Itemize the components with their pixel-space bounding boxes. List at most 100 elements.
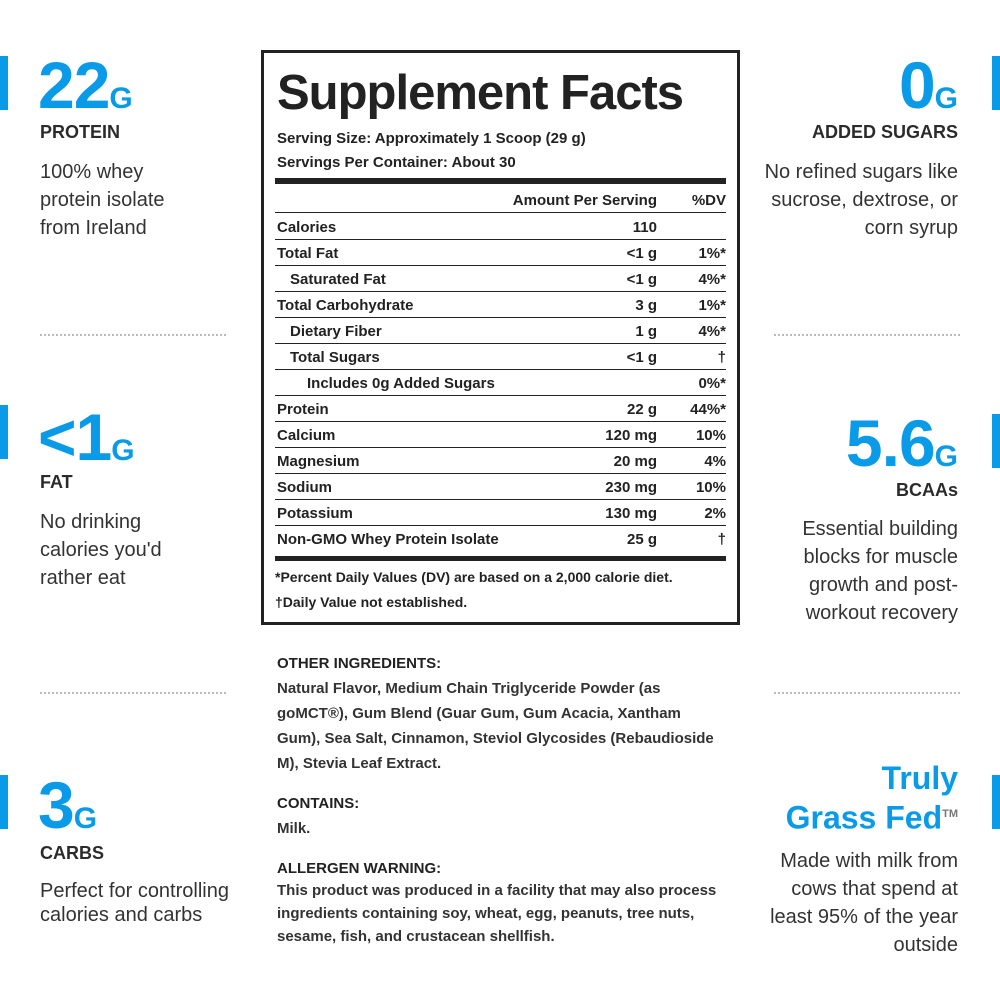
nutrient-amount: 120 mg [605, 427, 657, 444]
column-header: %DV [691, 192, 726, 209]
nutrient-name: Total Carbohydrate [277, 297, 414, 314]
stat-value: 3G [38, 772, 97, 852]
stat-unit: G [934, 82, 958, 115]
facts-row: Non-GMO Whey Protein Isolate 25 g † [275, 526, 726, 551]
accent-bar [992, 414, 1000, 468]
nutrient-dv: 2% [704, 505, 726, 522]
accent-bar [0, 405, 8, 459]
nutrient-name: Non-GMO Whey Protein Isolate [277, 531, 499, 548]
stat-title-text: Grass Fed [785, 799, 943, 836]
nutrient-name: Includes 0g Added Sugars [307, 375, 495, 392]
nutrient-amount: 130 mg [605, 505, 657, 522]
accent-bar [0, 56, 8, 110]
section-text: Milk. [277, 820, 311, 837]
nutrient-dv: † [717, 531, 726, 548]
stat-number: 5.6 [845, 406, 936, 480]
nutrient-amount: 1 g [635, 323, 657, 340]
nutrient-name: Total Fat [277, 245, 339, 262]
facts-row: Total Carbohydrate 3 g 1%* [275, 292, 726, 318]
facts-row: Sodium 230 mg 10% [275, 474, 726, 500]
divider [40, 692, 226, 694]
nutrient-amount: 25 g [626, 531, 657, 548]
nutrient-dv: 4%* [698, 271, 726, 288]
stat-label: CARBS [40, 843, 105, 863]
nutrient-amount: 22 g [626, 401, 657, 418]
accent-bar [992, 775, 1000, 829]
nutrient-amount: <1 g [626, 245, 657, 262]
section-heading: ALLERGEN WARNING: [277, 860, 442, 877]
nutrient-name: Potassium [277, 505, 353, 522]
nutrient-dv: † [717, 349, 726, 366]
stat-label: BCAAs [895, 480, 958, 500]
stat-title: Truly Grass FedTM [786, 760, 958, 836]
stat-unit: G [109, 82, 133, 115]
stat-description: Made with milk from cows that spend at l… [770, 850, 958, 956]
accent-bar [0, 775, 8, 829]
servings-per-container: Servings Per Container: About 30 [277, 154, 516, 171]
facts-row: Includes 0g Added Sugars 0%* [275, 370, 726, 396]
section-heading: CONTAINS: [277, 795, 360, 812]
stat-title-line: Grass FedTM [786, 796, 958, 836]
nutrient-dv: 10% [695, 479, 726, 496]
trademark: TM [942, 808, 958, 820]
column-header: Amount Per Serving [512, 192, 657, 209]
nutrient-dv: 4% [704, 453, 726, 470]
section-heading: OTHER INGREDIENTS: [277, 655, 442, 672]
nutrient-name: Total Sugars [290, 349, 380, 366]
nutrient-amount: <1 g [626, 271, 657, 288]
nutrient-dv: 44%* [690, 401, 726, 418]
stat-number: 0 [898, 48, 936, 122]
divider [774, 334, 960, 336]
facts-row: Magnesium 20 mg 4% [275, 448, 726, 474]
nutrient-amount: 20 mg [613, 453, 657, 470]
nutrient-name: Sodium [277, 479, 332, 496]
divider [774, 692, 960, 694]
facts-row: Protein 22 g 44%* [275, 396, 726, 422]
stat-unit: G [73, 802, 98, 835]
header-row: Amount Per Serving %DV [275, 187, 726, 213]
facts-row: Saturated Fat <1 g 4%* [275, 266, 726, 292]
nutrient-amount: <1 g [626, 349, 657, 366]
facts-title: Supplement Facts [277, 66, 684, 120]
section-text: Natural Flavor, Medium Chain Triglycerid… [277, 680, 714, 772]
stat-number: 22 [38, 48, 110, 122]
stat-value: 5.6G [846, 410, 958, 490]
stat-unit: G [111, 434, 135, 467]
rule [275, 556, 726, 561]
stat-value: <1G [38, 404, 135, 484]
facts-row: Calories 110 [275, 214, 726, 240]
stat-description: Essential building blocks for muscle gro… [802, 518, 958, 624]
stat-description: No refined sugars like sucrose, dextrose… [764, 161, 958, 239]
nutrient-name: Calories [277, 219, 337, 236]
facts-row: Calcium 120 mg 10% [275, 422, 726, 448]
nutrient-dv: 4%* [698, 323, 726, 340]
stat-label: FAT [40, 472, 73, 492]
stat-description: No drinking calories you'd rather eat [40, 511, 162, 589]
serving-size: Serving Size: Approximately 1 Scoop (29 … [277, 130, 586, 147]
nutrient-amount: 3 g [635, 297, 657, 314]
stat-unit: G [934, 440, 958, 473]
facts-row: Total Sugars <1 g † [275, 344, 726, 370]
nutrient-amount: 110 [632, 219, 657, 236]
section-text: This product was produced in a facility … [277, 882, 717, 945]
divider [40, 334, 226, 336]
nutrient-dv: 0%* [698, 375, 726, 392]
stat-number: <1 [38, 400, 112, 474]
nutrient-name: Saturated Fat [290, 271, 386, 288]
nutrient-name: Magnesium [277, 453, 360, 470]
facts-row: Dietary Fiber 1 g 4%* [275, 318, 726, 344]
rule [275, 178, 726, 184]
nutrient-dv: 10% [695, 427, 726, 444]
accent-bar [992, 56, 1000, 110]
footnote: *Percent Daily Values (DV) are based on … [275, 569, 673, 585]
nutrient-amount: 230 mg [605, 479, 657, 496]
stat-title-line: Truly [881, 760, 958, 796]
stat-value: 0G [899, 52, 958, 132]
facts-row: Potassium 130 mg 2% [275, 500, 726, 526]
nutrient-name: Calcium [277, 427, 336, 444]
nutrient-dv: 1%* [698, 245, 726, 262]
stat-description: Perfect for controlling calories and car… [40, 880, 229, 926]
nutrient-name: Protein [277, 401, 329, 418]
facts-row: Total Fat <1 g 1%* [275, 240, 726, 266]
